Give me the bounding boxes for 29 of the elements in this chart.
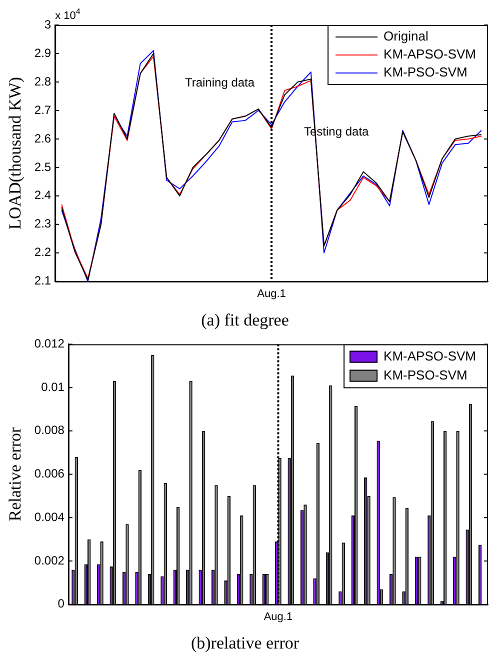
annotation: Training data	[184, 76, 255, 90]
y-tick-label: 2.8	[34, 74, 52, 88]
y-tick-label: 2.3	[34, 216, 52, 231]
y-axis-title: Relative error	[6, 427, 25, 522]
y-tick-label: 2.7	[34, 102, 52, 117]
legend-label: KM-PSO-SVM	[384, 367, 468, 382]
text: (b)relative error	[190, 633, 300, 652]
y-tick-label: 3	[44, 17, 52, 32]
y-tick-label: 2.4	[34, 188, 52, 202]
y-tick-label: 2.5	[34, 160, 52, 174]
y-tick-label: 2.9	[34, 46, 52, 60]
y-tick-label: 2.1	[34, 274, 52, 288]
legend-label: KM-PSO-SVM	[384, 64, 468, 80]
y-tick-label: 0	[58, 596, 65, 611]
legend-label: Original	[384, 28, 428, 44]
y-tick-label: 0.004	[34, 510, 65, 524]
y-tick-label: 2.6	[34, 131, 52, 146]
x-tick-label: Aug.1	[257, 288, 286, 300]
legend-label: KM-APSO-SVM	[384, 46, 476, 62]
y-tick-label: 0.008	[34, 423, 65, 438]
y-tick-label: 2.2	[34, 245, 52, 260]
y-tick-label: 0.012	[34, 336, 65, 351]
x-tick-label: Aug.1	[264, 611, 293, 624]
y-axis-title: LOAD(thousand KW)	[6, 76, 25, 230]
text: (a) fit degree	[201, 310, 289, 330]
legend-label: KM-APSO-SVM	[384, 348, 476, 364]
y-tick-label: 0.01	[41, 380, 65, 394]
y-tick-label: 0.002	[34, 553, 65, 568]
y-tick-label: 0.006	[34, 466, 65, 481]
